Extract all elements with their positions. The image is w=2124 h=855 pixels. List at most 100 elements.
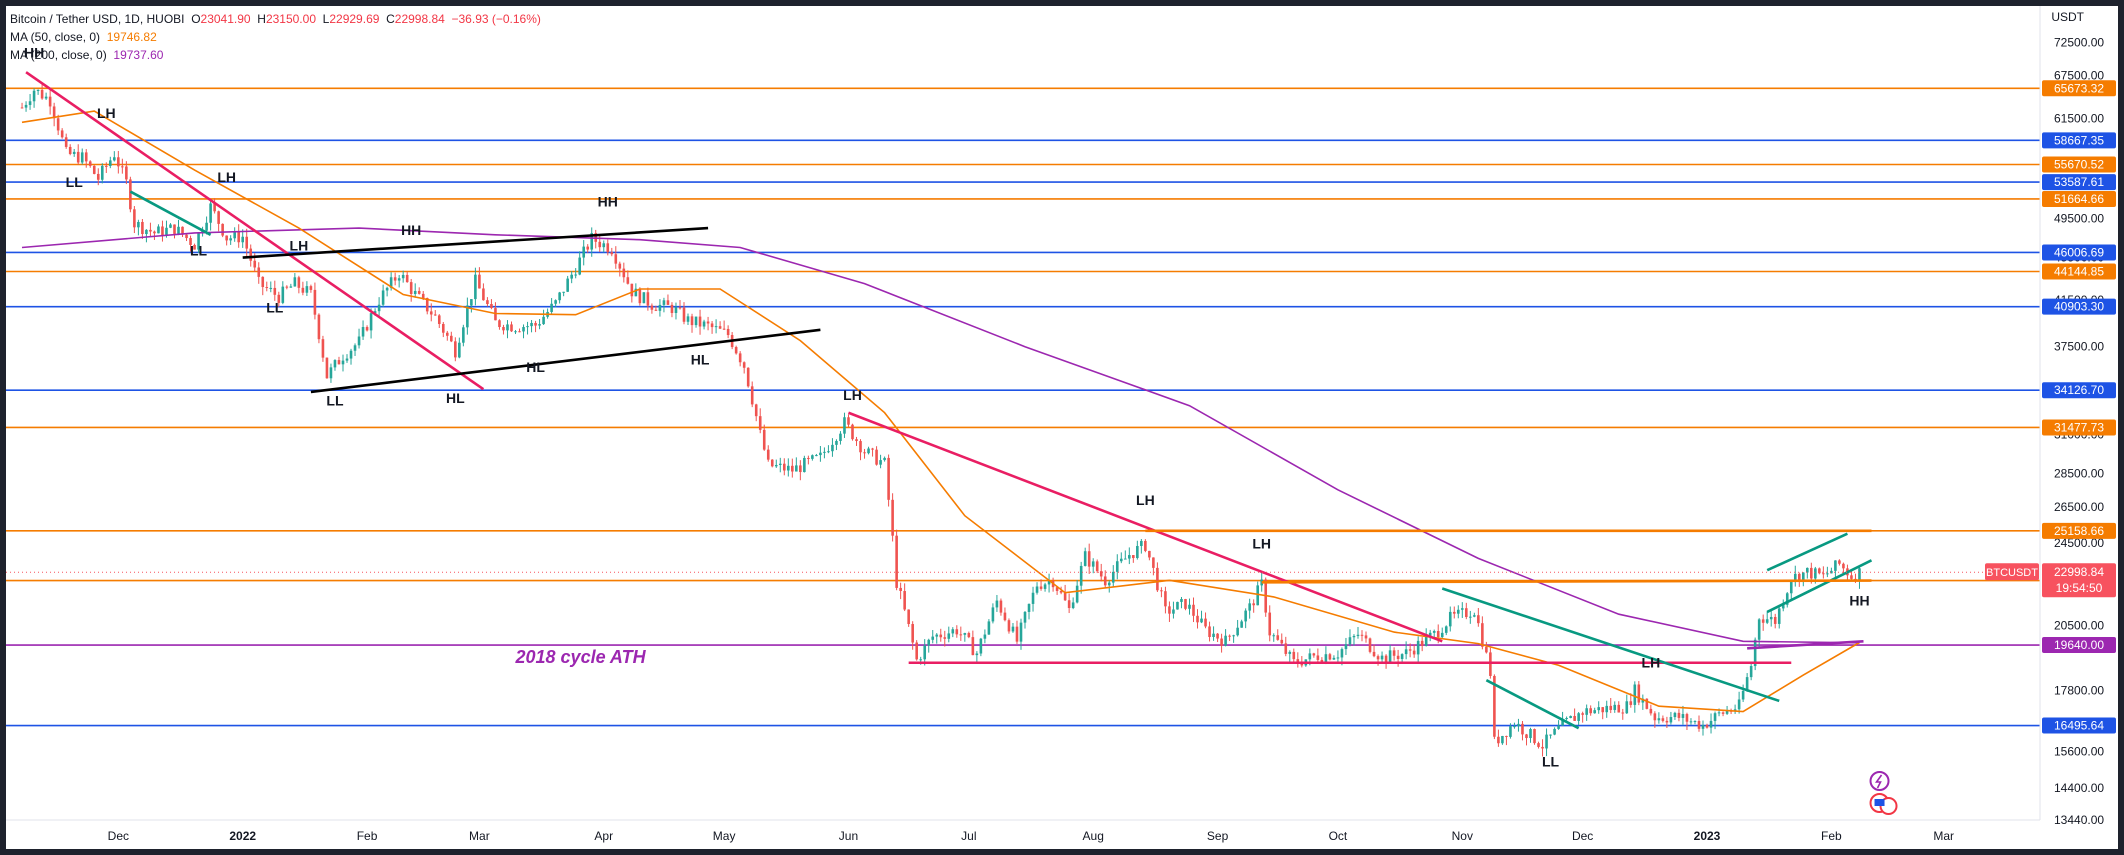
candle-body — [1019, 622, 1023, 642]
candle-body — [1593, 710, 1596, 714]
candle-body — [28, 101, 32, 105]
ma50-row[interactable]: MA (50, close, 0) 19746.82 — [10, 28, 541, 46]
candle-body — [1581, 713, 1584, 715]
level-badge-label: 46006.69 — [2054, 245, 2104, 259]
candle-body — [979, 638, 983, 654]
candle-body — [193, 244, 196, 250]
candle-body — [710, 323, 714, 328]
trendline — [129, 190, 212, 236]
candle-body — [967, 633, 971, 638]
candle-body — [1232, 635, 1235, 637]
candle-body — [1424, 635, 1428, 646]
event-flash-icon — [1869, 771, 1890, 791]
ma200-row[interactable]: MA (200, close, 0) 19737.60 — [10, 46, 541, 64]
candle-body — [149, 229, 152, 232]
candle-body — [397, 278, 401, 281]
candle-body — [971, 637, 975, 656]
candle-body — [1308, 653, 1312, 660]
candle-body — [1103, 576, 1107, 586]
candle-body — [827, 451, 830, 453]
trendline — [1766, 559, 1873, 614]
candle-body — [357, 336, 361, 346]
candle-body — [1777, 608, 1781, 624]
candle-body — [1505, 735, 1508, 737]
candle-body — [221, 223, 224, 236]
candle-body — [1087, 551, 1091, 567]
lightning-icon — [1874, 774, 1883, 789]
candle-body — [1196, 615, 1199, 623]
candle-body — [1228, 635, 1231, 637]
candle-body — [770, 459, 774, 467]
candle-body — [610, 252, 614, 255]
x-tick-label: Nov — [1452, 829, 1473, 843]
candle-body — [738, 353, 742, 363]
candle-body — [1773, 616, 1777, 624]
ma200-label: MA (200, close, 0) — [10, 48, 107, 62]
level-badge — [2042, 419, 2116, 436]
candle-body — [1553, 728, 1556, 735]
candle-body — [1557, 725, 1560, 729]
candle-body — [381, 290, 385, 305]
candle-body — [269, 287, 273, 289]
candle-body — [574, 274, 577, 276]
candle-body — [1473, 615, 1476, 617]
candle-body — [1789, 582, 1793, 594]
candle-body — [1091, 561, 1095, 567]
candle-body — [1541, 746, 1544, 749]
y-tick-label: 20500.00 — [2054, 618, 2104, 632]
candle-body — [951, 629, 955, 634]
candle-body — [478, 274, 481, 289]
candle-body — [197, 233, 200, 250]
candle-body — [40, 89, 44, 99]
candle-body — [1830, 570, 1833, 574]
y-tick-label: 17800.00 — [2054, 683, 2104, 697]
candle-body — [1356, 634, 1360, 636]
x-tick-label: Mar — [1933, 829, 1954, 843]
candle-body — [56, 118, 60, 131]
candle-body — [638, 288, 642, 304]
candle-body — [734, 347, 738, 354]
candle-body — [614, 254, 618, 264]
candle-body — [1537, 743, 1540, 747]
candle-body — [618, 263, 622, 269]
candle-body — [843, 417, 846, 434]
candle-body — [405, 274, 409, 283]
candle-body — [157, 226, 160, 234]
candle-body — [1661, 718, 1665, 721]
candle-body — [778, 463, 782, 465]
level-badge — [2042, 382, 2116, 399]
x-tick-label: May — [713, 829, 736, 843]
level-badge — [2042, 174, 2116, 191]
candle-body — [1119, 558, 1123, 562]
level-badge — [2042, 244, 2116, 261]
candle-body — [1669, 717, 1673, 723]
candle-body — [1192, 604, 1195, 616]
open-label: O — [191, 12, 201, 26]
candle-body — [682, 307, 686, 322]
candle-body — [1850, 575, 1853, 579]
level-badge-label: 31477.73 — [2054, 420, 2104, 434]
candle-body — [1180, 599, 1183, 602]
candle-body — [702, 321, 706, 327]
candle-body — [441, 323, 445, 333]
y-tick-label: 24500.00 — [2054, 536, 2104, 550]
candle-body — [1075, 585, 1079, 603]
candle-body — [1047, 581, 1051, 585]
candle-body — [257, 267, 261, 277]
candle-body — [795, 465, 798, 472]
symbol-badge-label: BTCUSDT — [1986, 567, 2038, 579]
candle-body — [337, 360, 341, 365]
candle-body — [117, 157, 120, 167]
candle-body — [1737, 699, 1741, 710]
candle-body — [526, 326, 529, 328]
candle-body — [1802, 572, 1805, 582]
candle-body — [1460, 608, 1464, 610]
high-label: H — [257, 12, 266, 26]
candle-body — [1509, 726, 1512, 737]
candle-body — [1388, 650, 1392, 663]
candle-body — [233, 231, 236, 239]
level-badge-label: 40903.30 — [2054, 300, 2104, 314]
candle-body — [185, 234, 188, 239]
candle-body — [983, 634, 987, 639]
